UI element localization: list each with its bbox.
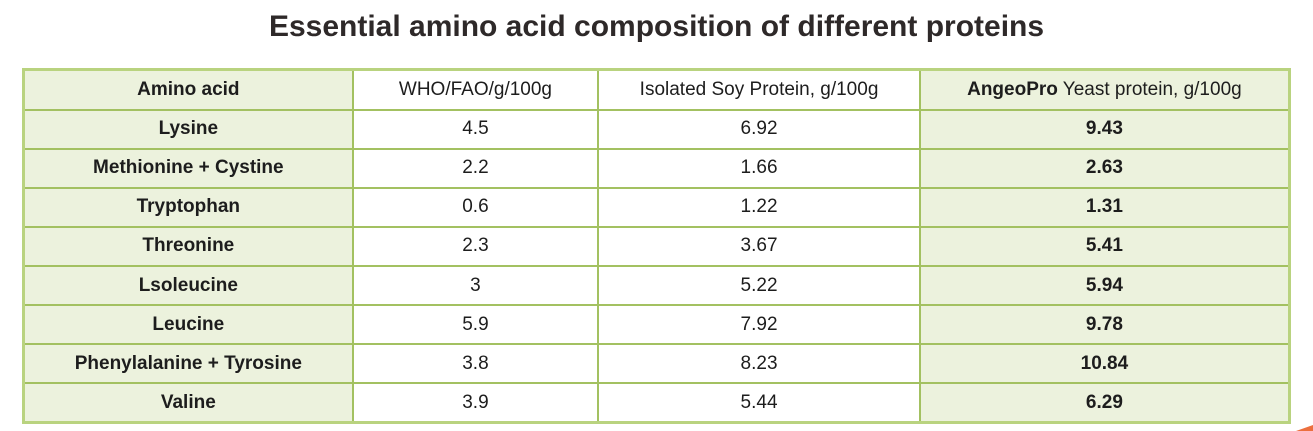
angeopro-value: 6.29 (918, 382, 1291, 424)
angeopro-value: 5.41 (918, 225, 1291, 268)
table-row: Lsoleucine 3 5.22 5.94 (22, 264, 1291, 307)
who-fao-value: 3.8 (351, 343, 600, 385)
soy-protein-value: 8.23 (597, 343, 921, 385)
amino-acid-name: Methionine + Cystine (22, 147, 354, 189)
who-fao-value: 3 (351, 264, 600, 307)
who-fao-value: 3.9 (351, 382, 600, 424)
soy-protein-value: 7.92 (597, 304, 921, 346)
amino-acid-table: Amino acid WHO/FAO/g/100g Isolated Soy P… (22, 68, 1291, 424)
angeopro-value: 1.31 (918, 186, 1291, 228)
brand-name: AngeoPro (967, 78, 1058, 100)
table-row: Phenylalanine + Tyrosine 3.8 8.23 10.84 (22, 343, 1291, 385)
amino-acid-name: Leucine (22, 304, 354, 346)
angeopro-value: 2.63 (918, 147, 1291, 189)
soy-protein-value: 5.44 (597, 382, 921, 424)
soy-protein-value: 1.22 (597, 186, 921, 228)
page-title: Essential amino acid composition of diff… (268, 10, 1045, 43)
soy-protein-value: 5.22 (597, 264, 921, 307)
column-header-soy-protein: Isolated Soy Protein, g/100g (597, 68, 921, 111)
who-fao-value: 5.9 (351, 304, 600, 346)
angeopro-value: 9.43 (918, 108, 1291, 150)
table-row: Valine 3.9 5.44 6.29 (22, 382, 1291, 424)
amino-acid-name: Tryptophan (22, 186, 354, 228)
amino-acid-name: Valine (22, 382, 354, 424)
table-row: Methionine + Cystine 2.2 1.66 2.63 (22, 147, 1291, 189)
amino-acid-name: Phenylalanine + Tyrosine (22, 343, 354, 385)
column-header-amino-acid: Amino acid (22, 68, 354, 111)
who-fao-value: 0.6 (351, 186, 600, 228)
angeopro-value: 10.84 (918, 343, 1291, 385)
soy-protein-value: 3.67 (597, 225, 921, 268)
table-row: Lysine 4.5 6.92 9.43 (22, 108, 1291, 150)
amino-acid-name: Threonine (22, 225, 354, 268)
angeopro-value: 9.78 (918, 304, 1291, 346)
column-header-angeopro-rest: Yeast protein, g/100g (1057, 78, 1242, 100)
who-fao-value: 4.5 (351, 108, 600, 150)
column-header-who-fao: WHO/FAO/g/100g (351, 68, 600, 111)
soy-protein-value: 6.92 (597, 108, 921, 150)
who-fao-value: 2.3 (351, 225, 600, 268)
soy-protein-value: 1.66 (597, 147, 921, 189)
column-header-angeopro: AngeoPro Yeast protein, g/100g (918, 68, 1291, 111)
table-row: Leucine 5.9 7.92 9.78 (22, 304, 1291, 346)
who-fao-value: 2.2 (351, 147, 600, 189)
table-row: Threonine 2.3 3.67 5.41 (22, 225, 1291, 268)
table-row: Tryptophan 0.6 1.22 1.31 (22, 186, 1291, 228)
orange-corner-accent (1296, 425, 1313, 431)
angeopro-value: 5.94 (918, 264, 1291, 307)
amino-acid-name: Lsoleucine (22, 264, 354, 307)
table-header-row: Amino acid WHO/FAO/g/100g Isolated Soy P… (22, 68, 1291, 111)
amino-acid-name: Lysine (22, 108, 354, 150)
